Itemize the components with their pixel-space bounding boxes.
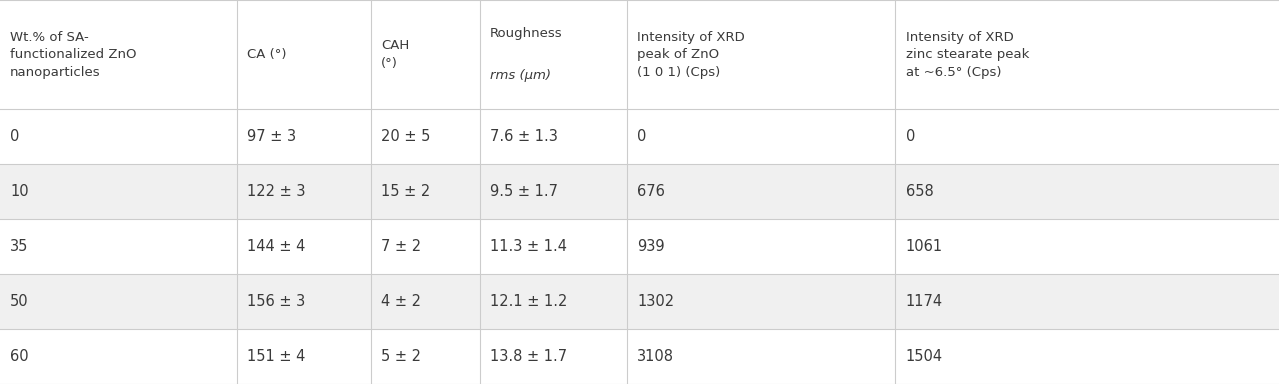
Bar (0, 0, 1279, 109)
Text: 7 ± 2: 7 ± 2 (381, 239, 421, 254)
Text: 10: 10 (10, 184, 29, 199)
Text: 1174: 1174 (906, 294, 943, 309)
Text: 13.8 ± 1.7: 13.8 ± 1.7 (490, 349, 567, 364)
Text: 12.1 ± 1.2: 12.1 ± 1.2 (490, 294, 567, 309)
Text: 0: 0 (637, 129, 646, 144)
Text: 122 ± 3: 122 ± 3 (247, 184, 306, 199)
Text: 658: 658 (906, 184, 934, 199)
Bar (0, 109, 1279, 164)
Text: Roughness: Roughness (490, 27, 563, 40)
Text: 151 ± 4: 151 ± 4 (247, 349, 306, 364)
Text: 5 ± 2: 5 ± 2 (381, 349, 421, 364)
Text: 7.6 ± 1.3: 7.6 ± 1.3 (490, 129, 558, 144)
Text: 60: 60 (10, 349, 29, 364)
Text: rms (μm): rms (μm) (490, 70, 551, 82)
Text: 144 ± 4: 144 ± 4 (247, 239, 306, 254)
Bar (0, 164, 1279, 219)
Text: 1061: 1061 (906, 239, 943, 254)
Text: CA (°): CA (°) (247, 48, 286, 61)
Text: 0: 0 (10, 129, 19, 144)
Text: 156 ± 3: 156 ± 3 (247, 294, 306, 309)
Text: 97 ± 3: 97 ± 3 (247, 129, 295, 144)
Text: 939: 939 (637, 239, 665, 254)
Bar (0, 219, 1279, 274)
Text: 3108: 3108 (637, 349, 674, 364)
Text: 35: 35 (10, 239, 28, 254)
Bar (0, 329, 1279, 384)
Text: Intensity of XRD
peak of ZnO
(1 0 1) (Cps): Intensity of XRD peak of ZnO (1 0 1) (Cp… (637, 31, 744, 79)
Bar (0, 274, 1279, 329)
Text: 11.3 ± 1.4: 11.3 ± 1.4 (490, 239, 567, 254)
Text: 1504: 1504 (906, 349, 943, 364)
Text: CAH
(°): CAH (°) (381, 40, 409, 70)
Text: 0: 0 (906, 129, 914, 144)
Text: 676: 676 (637, 184, 665, 199)
Text: 4 ± 2: 4 ± 2 (381, 294, 421, 309)
Text: 15 ± 2: 15 ± 2 (381, 184, 431, 199)
Text: 9.5 ± 1.7: 9.5 ± 1.7 (490, 184, 558, 199)
Text: Intensity of XRD
zinc stearate peak
at ~6.5° (Cps): Intensity of XRD zinc stearate peak at ~… (906, 31, 1028, 79)
Text: 20 ± 5: 20 ± 5 (381, 129, 431, 144)
Text: 1302: 1302 (637, 294, 674, 309)
Text: Wt.% of SA-
functionalized ZnO
nanoparticles: Wt.% of SA- functionalized ZnO nanoparti… (10, 31, 137, 79)
Text: 50: 50 (10, 294, 29, 309)
